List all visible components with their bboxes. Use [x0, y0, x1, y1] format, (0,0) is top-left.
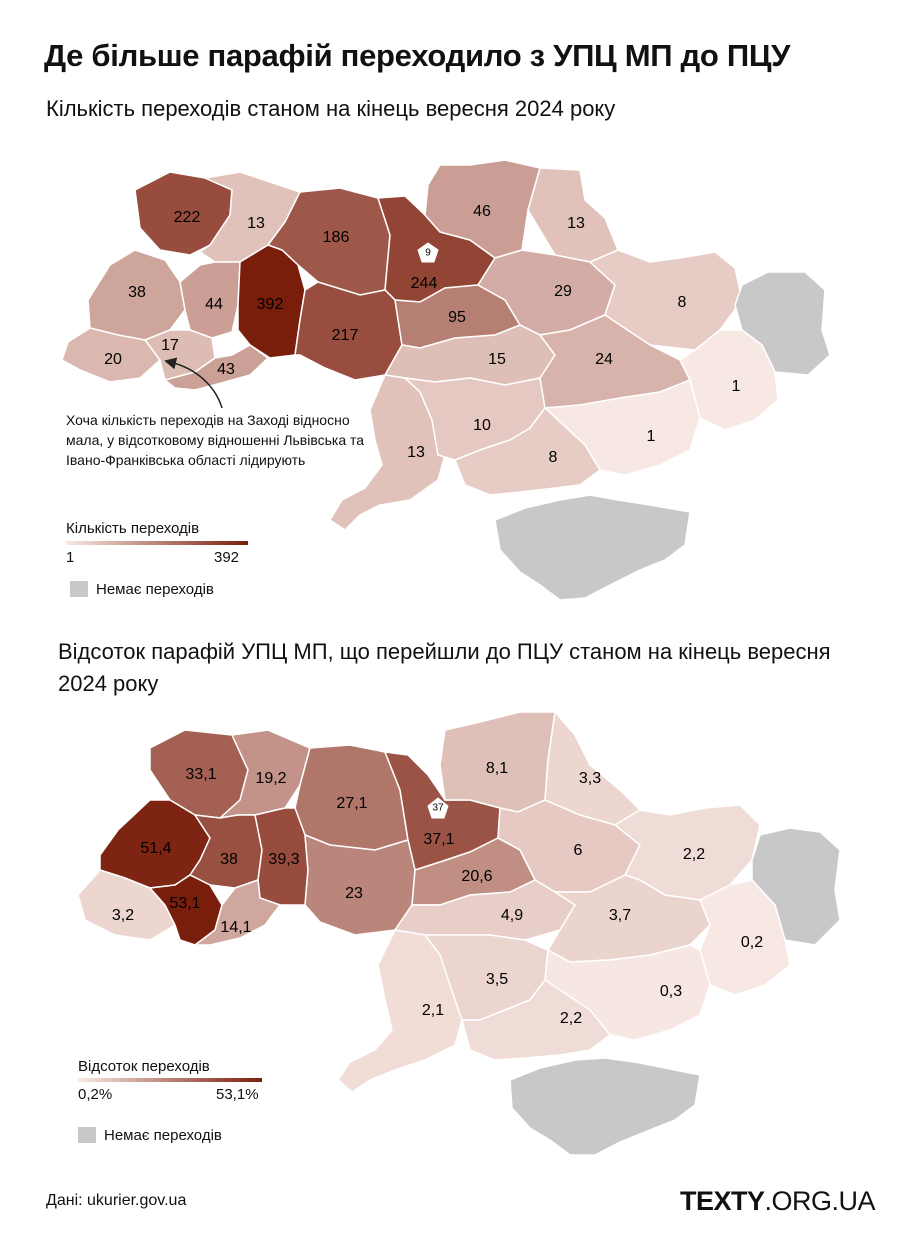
region-chernivtsi: [163, 344, 270, 391]
region-label-rivne: 19,2: [255, 770, 286, 787]
region-ternopil: [179, 261, 241, 339]
region-label-ternopil: 38: [220, 851, 238, 868]
map1-annotation: Хоча кількість переходів на Заході відно…: [66, 412, 365, 468]
map2-nodata-swatch: [78, 1127, 96, 1143]
region-label-chernivtsi: 43: [217, 361, 235, 378]
region-label-lviv: 51,4: [140, 840, 171, 857]
region-label-zakarpattia: 3,2: [112, 907, 134, 924]
map2-subtitle: Відсоток парафій УПЦ МП, що перейшли до …: [58, 639, 831, 696]
region-label-ivano-frankivsk: 53,1: [169, 895, 200, 912]
region-label-ivano-frankivsk: 17: [161, 337, 179, 354]
map1-legend-max: 392: [214, 549, 240, 566]
map2-legend-max: 53,1%: [216, 1086, 259, 1103]
region-chernivtsi: [192, 878, 282, 946]
region-crimea: [509, 1057, 701, 1156]
region-label-kirovohrad: 4,9: [501, 907, 523, 924]
region-label-cherkasy: 20,6: [461, 868, 492, 885]
region-luhansk: [751, 827, 841, 946]
region-label-poltava: 6: [574, 842, 583, 859]
region-kherson: [454, 406, 601, 496]
map1-nodata-swatch: [70, 581, 88, 597]
region-label-kharkiv: 8: [678, 294, 687, 311]
region-label-vinnytsia: 23: [345, 885, 363, 902]
region-label-chernihiv: 46: [473, 203, 491, 220]
region-label-zaporizhzhia: 1: [647, 428, 656, 445]
region-label-kharkiv: 2,2: [683, 846, 705, 863]
map1-subtitle: Кількість переходів станом на кінець вер…: [46, 96, 616, 121]
region-label-chernivtsi: 14,1: [220, 919, 251, 936]
region-label-kirovohrad: 15: [488, 351, 506, 368]
map1-nodata-label: Немає переходів: [96, 581, 214, 598]
region-donetsk: [699, 879, 791, 996]
map2-legend-title: Відсоток переходів: [78, 1058, 210, 1075]
region-label-kyiv-city: 9: [425, 248, 431, 259]
region-label-zhytomyr: 27,1: [336, 795, 367, 812]
region-label-khmelnytskyi: 39,3: [268, 851, 299, 868]
map1-legend-min: 1: [66, 549, 75, 566]
map1-legend-title: Кількість переходів: [66, 520, 200, 537]
page-title: Де більше парафій переходило з УПЦ МП до…: [44, 38, 791, 73]
map2-nodata-label: Немає переходів: [104, 1127, 222, 1144]
region-label-chernihiv: 8,1: [486, 760, 508, 777]
region-zakarpattia: [61, 327, 162, 383]
region-label-kyiv-oblast: 37,1: [423, 831, 454, 848]
region-label-dnipro: 24: [595, 351, 613, 368]
region-label-rivne: 13: [247, 215, 265, 232]
region-label-dnipro: 3,7: [609, 907, 631, 924]
region-label-donetsk: 0,2: [741, 934, 763, 951]
region-label-volyn: 33,1: [185, 766, 216, 783]
region-label-mykolaiv: 10: [473, 417, 491, 434]
region-label-zakarpattia: 20: [104, 351, 122, 368]
map1-count-choropleth: 222 13 186 244 9 46 13 38 44 392 217 95 29 8 20 17 43 15 2…: [61, 159, 831, 601]
region-label-poltava: 29: [554, 283, 572, 300]
region-label-cherkasy: 95: [448, 309, 466, 326]
logo-suffix: .ORG.UA: [764, 1186, 875, 1216]
region-label-mykolaiv: 3,5: [486, 971, 508, 988]
annotation-arrow: [164, 357, 223, 409]
region-label-zaporizhzhia: 0,3: [660, 983, 682, 1000]
map1-legend-bar: [66, 541, 248, 545]
region-label-sumy: 3,3: [579, 770, 601, 787]
region-label-sumy: 13: [567, 215, 585, 232]
data-source: Дані: ukurier.gov.ua: [46, 1192, 187, 1209]
map2-legend-bar: [78, 1078, 262, 1082]
logo-main: TEXTY: [679, 1186, 765, 1216]
region-luhansk: [734, 271, 831, 376]
texty-logo[interactable]: TEXTY.ORG.UA: [679, 1186, 876, 1217]
region-label-kherson: 8: [549, 449, 558, 466]
region-label-zhytomyr: 186: [323, 229, 350, 246]
region-kherson: [461, 978, 612, 1061]
region-crimea: [494, 494, 691, 601]
region-label-kherson: 2,2: [560, 1010, 582, 1027]
region-label-ternopil: 44: [205, 296, 223, 313]
region-label-donetsk: 1: [732, 378, 741, 395]
region-kyiv-city: [417, 242, 439, 263]
map2-legend-min: 0,2%: [78, 1086, 113, 1103]
region-label-lviv: 38: [128, 284, 146, 301]
region-donetsk: [679, 329, 779, 431]
region-kyiv-city: [427, 797, 449, 819]
region-label-odesa: 2,1: [422, 1002, 444, 1019]
region-label-kyiv-city: 37: [432, 803, 444, 814]
region-label-volyn: 222: [174, 209, 201, 226]
region-label-odesa: 13: [407, 444, 425, 461]
region-label-vinnytsia: 217: [332, 327, 359, 344]
region-label-khmelnytskyi: 392: [257, 296, 284, 313]
region-label-kyiv-oblast: 244: [411, 275, 438, 292]
